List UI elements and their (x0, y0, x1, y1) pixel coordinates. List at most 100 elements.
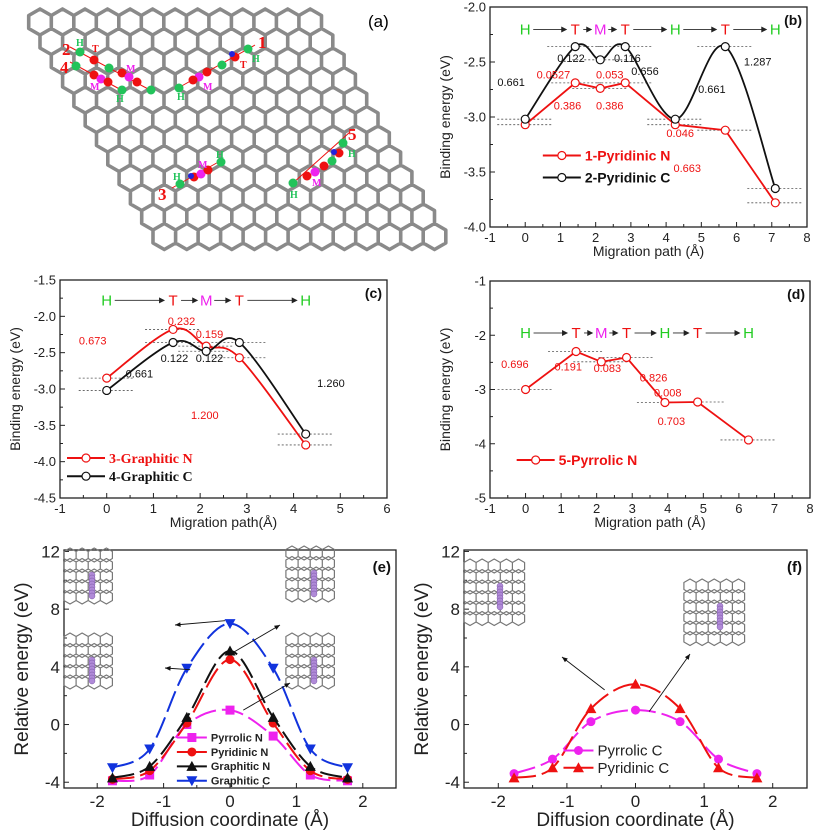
data-point-marker (304, 760, 316, 771)
site-label-h: H (290, 190, 298, 201)
barrier-label: 0.008 (654, 388, 682, 400)
pointer-arrow-line (648, 653, 691, 712)
y-tick-label: -1.5 (34, 273, 56, 288)
barrier-label: 0.826 (640, 372, 668, 384)
data-point-marker (106, 772, 118, 783)
data-point-marker (187, 733, 197, 743)
panel-c-chart: -1 0 1 2 3 4 5 6 -1.5 -2.0 -2.5 -3.0 -3.5 -4.0 -4.5 Mig… (7, 273, 391, 530)
site-number-2: 2 (62, 40, 71, 59)
data-point-marker (693, 397, 703, 407)
data-point-marker (571, 346, 581, 357)
path-site-label: T (571, 22, 580, 39)
panel-tag: (f) (787, 559, 802, 576)
data-point-marker (675, 717, 685, 727)
lithium-chain-atom (88, 592, 96, 600)
x-tick-label: 1 (150, 501, 157, 516)
data-point-marker (102, 385, 112, 396)
x-tick-label: 7 (768, 230, 775, 245)
y-tick-label: 0 (451, 715, 460, 734)
x-tick-label: 6 (733, 230, 740, 245)
x-tick-label: 0 (522, 501, 529, 516)
barrier-label: 0.122 (196, 353, 224, 365)
panel-tag: (b) (784, 12, 802, 28)
x-tick-label: 2 (768, 792, 777, 811)
y-tick-label: -2.5 (464, 55, 486, 70)
pointer-arrow-head (175, 622, 181, 627)
site-label-h: H (348, 149, 356, 160)
y-tick-label: 8 (451, 600, 460, 619)
x-tick-label: 4 (662, 230, 669, 245)
data-point-marker (267, 711, 279, 722)
path-arrow-head (650, 329, 657, 336)
x-tick-label: 3 (243, 501, 250, 516)
data-point-marker (595, 55, 605, 65)
data-point-marker (144, 744, 156, 755)
y-tick-label: -2.5 (34, 345, 56, 360)
data-point-marker (573, 745, 583, 755)
x-tick-label: 1 (699, 792, 708, 811)
x-tick-label: 0 (522, 230, 529, 245)
path-site-label: M (595, 325, 608, 342)
data-point-marker (181, 663, 193, 674)
y-tick-label: -4 (45, 773, 60, 792)
pointer-arrow-head (284, 683, 290, 688)
x-tick-label: -1 (484, 230, 496, 245)
top-site-marker (319, 161, 329, 171)
data-point-marker (342, 772, 354, 783)
path-site-label: H (743, 325, 754, 342)
site-label-h: H (216, 150, 224, 161)
data-point-marker (304, 744, 316, 755)
path-arrow-head (711, 26, 718, 33)
lithium-chain-atom (310, 590, 318, 598)
x-tick-label: -1 (484, 501, 496, 516)
top-site-marker (103, 77, 113, 87)
pointer-arrow-line (233, 624, 281, 653)
x-tick-label: 8 (803, 230, 810, 245)
y-tick-label: -4.0 (464, 220, 486, 235)
path-site-label: M (200, 292, 213, 309)
graphene-lattice-snapshot (285, 632, 335, 690)
x-tick-label: 2 (593, 501, 600, 516)
x-tick-label: 0 (225, 792, 234, 811)
y-tick-label: 12 (41, 542, 60, 561)
data-point-marker (621, 352, 632, 363)
nitrogen-atom (331, 149, 337, 155)
site-label-h: H (177, 92, 185, 103)
data-point-marker (234, 337, 244, 348)
path-arrow-head (683, 329, 690, 336)
path-site-label: T (622, 325, 631, 342)
path-arrow-head (561, 26, 568, 33)
y-tick-label: -3.0 (34, 382, 56, 397)
x-tick-label: 7 (771, 501, 778, 516)
legend-label: 3-Graphitic N (109, 452, 193, 467)
x-tick-label: 3 (627, 230, 634, 245)
graphene-lattice-snapshot (63, 632, 113, 690)
hollow-site-marker (243, 44, 253, 54)
legend-label: 5-Pyrrolic N (559, 452, 638, 468)
pointer-arrow-line (243, 682, 291, 711)
site-number-5: 5 (348, 125, 357, 144)
y-tick-label: -4 (474, 436, 486, 451)
x-tick-label: -1 (156, 792, 171, 811)
pointer-arrow-head (562, 657, 568, 663)
barrier-label: 0.661 (126, 368, 154, 380)
panel-tag: (c) (365, 285, 382, 301)
barrier-label: 0.0527 (537, 70, 571, 82)
y-tick-label: 0 (51, 715, 60, 734)
data-point-marker (301, 429, 311, 439)
data-point-marker (770, 198, 780, 208)
barrier-label: 0.122 (161, 353, 189, 365)
data-point-marker (595, 83, 605, 94)
legend-label: Pyrrolic N (211, 732, 263, 744)
data-point-marker (596, 357, 606, 367)
path-site-label: H (770, 22, 781, 39)
data-point-marker (181, 711, 193, 722)
snapshot-inset (683, 578, 746, 647)
data-point-marker (531, 455, 541, 465)
y-tick-label: -3.0 (464, 110, 486, 125)
data-point-marker (268, 731, 278, 741)
nitrogen-atom (188, 173, 194, 179)
site-label-t: T (92, 44, 99, 55)
path-arrow-head (562, 329, 569, 336)
